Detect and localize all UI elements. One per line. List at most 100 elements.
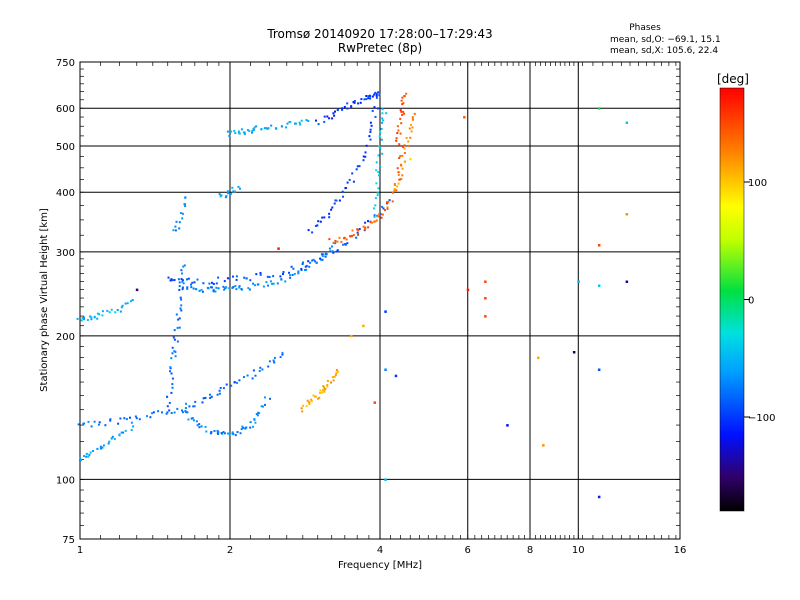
trace-2-point — [256, 414, 259, 417]
trace-9-point — [367, 226, 370, 229]
trace-4-point — [200, 288, 203, 291]
trace-5-point — [243, 276, 246, 279]
trace-6-point — [233, 129, 236, 132]
trace-14-point — [176, 326, 179, 329]
trace-9-point — [386, 207, 389, 210]
colorbar-tick-label: −100 — [748, 413, 775, 424]
trace-2-point — [216, 429, 219, 432]
trace-5-point — [282, 271, 285, 273]
scatter-point-16 — [506, 424, 509, 427]
trace-3-point — [126, 302, 129, 305]
trace-12-point — [374, 197, 377, 200]
trace-15-point — [174, 225, 177, 228]
trace-1-point — [181, 409, 183, 412]
scatter-point-10 — [625, 213, 629, 216]
trace-6-point — [260, 128, 263, 131]
trace-7-point — [346, 107, 349, 110]
trace-0-point — [102, 444, 105, 447]
trace-1-point — [238, 379, 241, 382]
trace-0-point — [101, 446, 104, 449]
trace-8-point — [371, 109, 374, 112]
trace-7-point — [369, 95, 372, 98]
trace-3-point — [120, 306, 123, 309]
trace-12-point — [380, 127, 383, 130]
trace-8-point — [358, 165, 361, 168]
trace-5-point — [215, 282, 218, 285]
trace-5-point — [379, 213, 382, 216]
trace-11-point — [395, 137, 398, 140]
trace-2-point — [198, 423, 201, 426]
trace-4-point — [265, 281, 268, 284]
trace-5-point — [217, 276, 220, 279]
trace-3-point — [110, 308, 113, 311]
trace-0-point — [124, 429, 127, 432]
scatter-point-1 — [625, 121, 629, 124]
trace-1-point — [202, 397, 205, 400]
trace-9-point — [357, 229, 360, 232]
scatter-point-19 — [384, 478, 387, 481]
trace-16-point — [230, 192, 232, 195]
trace-13-point — [318, 396, 321, 399]
trace-4-point — [254, 284, 256, 287]
trace-9-point — [351, 229, 354, 232]
trace-14-point — [171, 346, 174, 349]
trace-14-point — [170, 391, 173, 394]
trace-1-point — [77, 423, 80, 426]
trace-5-point — [320, 253, 323, 256]
trace-5-point — [332, 251, 335, 254]
trace-4-point — [231, 286, 234, 289]
trace-9-point — [399, 155, 402, 158]
trace-2-point — [184, 410, 187, 413]
trace-0-point — [87, 455, 90, 458]
trace-10-point — [409, 136, 412, 139]
trace-10-point — [403, 160, 406, 163]
trace-3-point — [108, 311, 111, 314]
trace-1-point — [138, 418, 141, 421]
trace-14-point — [173, 350, 176, 353]
trace-1-point — [82, 422, 85, 425]
trace-6-point — [305, 119, 308, 122]
trace-10-point — [397, 182, 400, 185]
trace-6-point — [299, 123, 302, 126]
trace-2-point — [244, 427, 247, 430]
trace-1-point — [201, 401, 204, 404]
trace-3-point — [76, 317, 79, 320]
scatter-point-8 — [625, 280, 629, 283]
trace-1-point — [254, 374, 257, 377]
trace-6-point — [226, 130, 229, 133]
trace-5-point — [355, 236, 358, 239]
colorbar-tick-label: 0 — [748, 296, 754, 307]
trace-5-point — [259, 272, 262, 274]
trace-4-point — [308, 265, 311, 268]
trace-5-point — [169, 279, 172, 282]
trace-1-point — [152, 411, 155, 414]
trace-4-point — [289, 276, 292, 279]
trace-0-point — [118, 433, 121, 436]
trace-1-point — [209, 396, 212, 399]
trace-12-point — [381, 112, 384, 115]
trace-1-point — [117, 422, 120, 425]
trace-13-point — [310, 400, 313, 403]
trace-9-point — [403, 144, 406, 147]
scatter-point-6 — [484, 315, 487, 318]
trace-7-point — [331, 117, 334, 120]
trace-5-point — [170, 278, 173, 281]
trace-14-point — [177, 318, 180, 321]
trace-14-point — [181, 272, 183, 275]
trace-12-point — [375, 169, 378, 172]
trace-1-point — [176, 407, 179, 410]
trace-8-point — [346, 181, 349, 184]
trace-2-point — [264, 403, 266, 406]
trace-8-point — [317, 220, 320, 223]
trace-1-point — [251, 377, 254, 380]
trace-7-point — [363, 98, 366, 101]
trace-13-point — [321, 389, 324, 392]
trace-2-point — [232, 433, 235, 436]
trace-6-point — [251, 131, 253, 134]
trace-5-point — [319, 257, 322, 260]
trace-9-point — [396, 167, 399, 170]
trace-4-point — [190, 283, 192, 286]
trace-2-point — [254, 421, 257, 424]
trace-11-point — [400, 110, 403, 113]
